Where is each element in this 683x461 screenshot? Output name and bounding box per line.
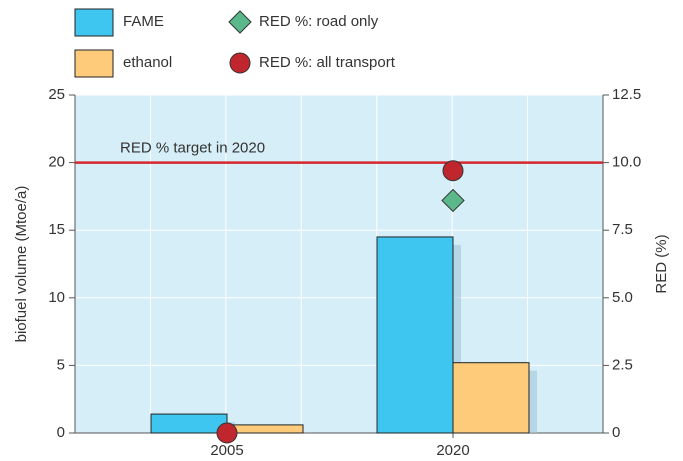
legend-swatch: [74, 8, 114, 37]
legend-label: RED %: all transport: [259, 54, 396, 71]
y2-tick-label: 0: [612, 424, 620, 441]
bar: [150, 413, 228, 434]
legend-swatch: [74, 49, 114, 78]
y-tick-label: 25: [48, 86, 65, 103]
bar: [452, 362, 530, 434]
y-tick-label: 0: [57, 424, 65, 441]
legend-label: RED %: road only: [259, 13, 379, 30]
target-label: RED % target in 2020: [120, 140, 265, 157]
y2-tick-label: 12.5: [612, 86, 641, 103]
y2-axis-label: RED (%): [653, 234, 670, 293]
y-tick-label: 15: [48, 221, 65, 238]
legend-marker: [229, 52, 251, 74]
y-axis-label: biofuel volume (Mtoe/a): [13, 186, 30, 343]
y-tick-label: 10: [48, 289, 65, 306]
marker: [442, 160, 464, 182]
marker: [441, 188, 465, 213]
legend-marker: [228, 10, 252, 34]
legend-label: FAME: [123, 13, 164, 30]
bar: [226, 424, 304, 434]
y-tick-label: 20: [48, 154, 65, 171]
bar: [376, 236, 454, 434]
y-tick-label: 5: [57, 356, 65, 373]
y2-tick-label: 5.0: [612, 289, 633, 306]
marker: [216, 422, 238, 444]
legend-label: ethanol: [123, 54, 172, 71]
y2-tick-label: 2.5: [612, 356, 633, 373]
y2-tick-label: 7.5: [612, 221, 633, 238]
y2-tick-label: 10.0: [612, 154, 641, 171]
x-tick-label: 2005: [210, 442, 243, 459]
x-tick-label: 2020: [436, 442, 469, 459]
